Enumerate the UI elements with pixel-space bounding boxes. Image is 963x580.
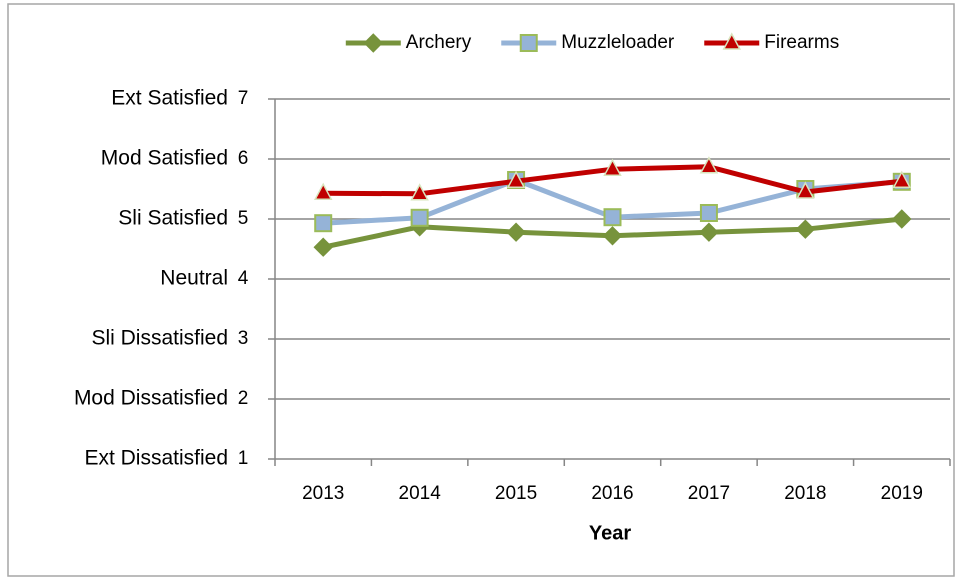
legend-marker: [519, 34, 538, 52]
y-level-label: Ext Satisfied: [111, 87, 228, 110]
y-tick-label: 6: [238, 148, 249, 169]
x-tick-label: 2017: [688, 483, 730, 504]
y-level-label: Ext Dissatisfied: [84, 447, 228, 470]
legend-marker: [722, 32, 742, 50]
x-tick-label: 2013: [302, 483, 344, 504]
data-point: [313, 182, 333, 200]
legend-label: Firearms: [764, 32, 839, 53]
y-tick-label: 5: [238, 208, 249, 229]
x-tick-label: 2018: [784, 483, 826, 504]
y-level-label: Mod Dissatisfied: [74, 387, 228, 410]
legend-label: Archery: [406, 32, 472, 53]
y-tick-label: 4: [238, 268, 249, 289]
data-point: [506, 170, 526, 188]
data-point: [699, 204, 718, 222]
data-point: [699, 222, 719, 242]
data-point: [410, 183, 429, 201]
x-axis-title: Year: [589, 522, 631, 544]
data-point: [410, 208, 429, 227]
y-tick-label: 2: [238, 388, 249, 409]
y-level-label: Sli Satisfied: [118, 207, 228, 230]
x-tick-label: 2016: [591, 483, 633, 504]
data-point: [892, 209, 912, 229]
data-point: [314, 214, 333, 233]
data-point: [602, 226, 623, 246]
data-point: [699, 156, 719, 174]
y-level-label: Mod Satisfied: [101, 147, 228, 170]
y-level-label: Sli Dissatisfied: [91, 327, 228, 350]
y-tick-label: 1: [238, 448, 249, 469]
data-point: [603, 208, 622, 227]
x-tick-label: 2015: [495, 483, 537, 504]
y-tick-label: 3: [238, 328, 249, 349]
data-point: [313, 237, 333, 257]
legend-label: Muzzleloader: [561, 32, 675, 53]
data-point: [796, 181, 815, 199]
y-level-label: Neutral: [160, 267, 228, 290]
x-tick-label: 2019: [881, 483, 923, 504]
x-tick-label: 2014: [399, 483, 442, 504]
data-point: [892, 170, 912, 188]
y-tick-label: 7: [238, 88, 249, 109]
data-point: [506, 222, 526, 242]
data-point: [795, 219, 816, 239]
legend-marker: [363, 33, 383, 53]
data-point: [603, 158, 622, 176]
